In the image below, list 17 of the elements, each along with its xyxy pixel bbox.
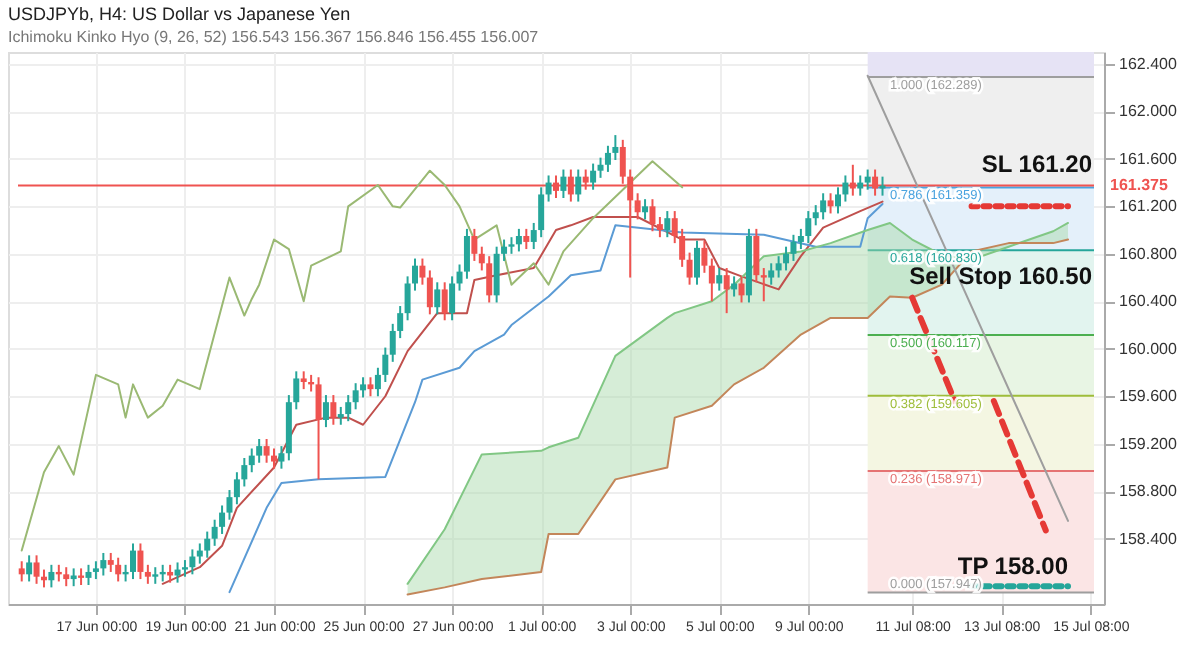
ref-line-label: 161.375: [1110, 175, 1169, 194]
y-tick-label: 162.000: [1119, 102, 1178, 121]
y-tick-label: 160.800: [1119, 244, 1178, 263]
y-tick-label: 159.600: [1119, 387, 1178, 406]
y-tick-label: 160.000: [1119, 339, 1178, 358]
y-tick-label: 161.600: [1119, 149, 1178, 168]
y-tick-label: 158.800: [1119, 482, 1178, 501]
y-tick-label: 161.200: [1119, 197, 1178, 216]
annotation: Sell Stop 160.50: [909, 262, 1093, 290]
y-tick-label: 162.400: [1119, 54, 1178, 73]
y-tick-label: 158.400: [1119, 529, 1178, 548]
chart-subtitle: Ichimoku Kinko Hyo (9, 26, 52) 156.543 156.367 156.846 156.455 156.007: [8, 28, 540, 46]
annotation: SL 161.20: [981, 150, 1093, 178]
annotation: TP 158.00: [957, 552, 1069, 581]
chart-title: USDJPYb, H4: US Dollar vs Japanese Yen: [8, 4, 351, 24]
y-tick-label: 159.200: [1119, 434, 1178, 453]
y-tick-label: 160.400: [1119, 292, 1178, 311]
